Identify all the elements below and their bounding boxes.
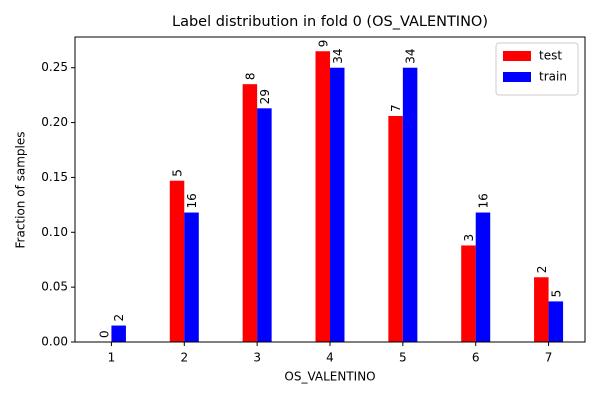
bar-count-label: 34 — [404, 48, 418, 63]
y-tick-label: 0.00 — [41, 335, 68, 349]
bar — [111, 325, 126, 342]
legend-swatch — [503, 72, 531, 82]
bar-count-label: 5 — [171, 169, 185, 177]
bar-count-label: 2 — [112, 314, 126, 322]
chart-title: Label distribution in fold 0 (OS_VALENTI… — [172, 14, 488, 30]
bar-count-label: 3 — [462, 234, 476, 242]
bar-count-label: 0 — [98, 330, 112, 338]
bar — [461, 245, 476, 342]
bar — [330, 67, 345, 342]
bar — [184, 212, 199, 342]
x-tick-label: 7 — [545, 351, 553, 365]
bar — [242, 84, 258, 342]
x-tick-label: 1 — [108, 351, 116, 365]
bar-count-label: 7 — [389, 104, 403, 112]
y-axis-label: Fraction of samples — [14, 132, 28, 249]
bar-count-label: 2 — [535, 266, 549, 274]
y-tick-label: 0.15 — [41, 170, 68, 184]
bar — [402, 67, 418, 342]
y-tick-label: 0.20 — [41, 115, 68, 129]
bar-count-label: 9 — [316, 40, 330, 48]
legend-label: test — [539, 49, 562, 63]
x-axis-label: OS_VALENTINO — [284, 370, 375, 384]
bar-count-label: 8 — [243, 73, 257, 81]
bar — [169, 180, 185, 342]
bar — [388, 115, 403, 343]
bar — [257, 108, 272, 342]
plot-frame — [74, 36, 586, 343]
bar — [315, 51, 330, 343]
bar — [548, 301, 564, 342]
bar-count-label: 34 — [331, 48, 345, 63]
x-tick-label: 3 — [253, 351, 261, 365]
x-tick-label: 4 — [326, 351, 334, 365]
x-tick-label: 6 — [472, 351, 480, 365]
bar-count-label: 5 — [549, 290, 563, 298]
bar-count-label: 16 — [476, 193, 490, 208]
bar — [475, 212, 491, 342]
y-tick-label: 0.25 — [41, 60, 68, 74]
y-tick-label: 0.05 — [41, 280, 68, 294]
legend-swatch — [503, 51, 531, 61]
bar-count-label: 16 — [185, 193, 199, 208]
x-tick-label: 2 — [180, 351, 188, 365]
bar-count-label: 29 — [258, 89, 272, 104]
x-tick-label: 5 — [399, 351, 407, 365]
legend-label: train — [539, 70, 567, 84]
y-tick-label: 0.10 — [41, 225, 68, 239]
bar — [534, 277, 549, 342]
